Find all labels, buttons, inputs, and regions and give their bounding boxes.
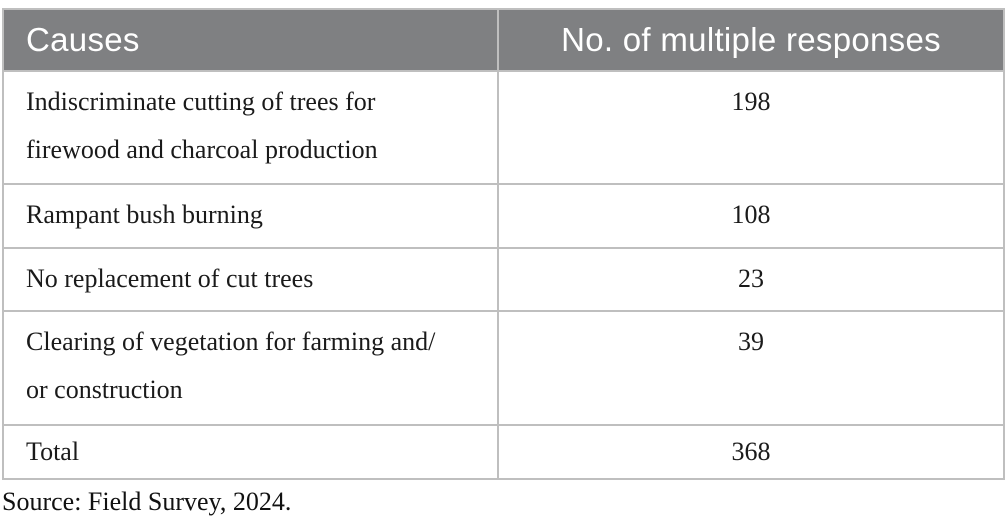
cause-cell: Indiscriminate cutting of trees for fire… bbox=[2, 70, 499, 185]
table-row: Rampant bush burning 108 bbox=[2, 183, 1005, 249]
responses-cell: 198 bbox=[497, 70, 1005, 185]
cause-cell: No replacement of cut trees bbox=[2, 247, 499, 312]
table-row: No replacement of cut trees 23 bbox=[2, 247, 1005, 312]
source-note: Source: Field Survey, 2024. bbox=[2, 487, 292, 516]
responses-cell: 23 bbox=[497, 247, 1005, 312]
table-row: Clearing of vegetation for farming and/ … bbox=[2, 310, 1005, 426]
cause-cell: Rampant bush burning bbox=[2, 183, 499, 249]
table-header: Causes No. of multiple responses bbox=[2, 8, 1005, 72]
column-header-causes: Causes bbox=[2, 8, 499, 72]
causes-table: Causes No. of multiple responses Indiscr… bbox=[2, 8, 1005, 480]
table-row: Indiscriminate cutting of trees for fire… bbox=[2, 70, 1005, 185]
column-header-responses: No. of multiple responses bbox=[497, 8, 1005, 72]
responses-cell: 39 bbox=[497, 310, 1005, 426]
cause-cell: Clearing of vegetation for farming and/ … bbox=[2, 310, 499, 426]
total-value-cell: 368 bbox=[497, 424, 1005, 480]
header-row: Causes No. of multiple responses bbox=[2, 8, 1005, 72]
total-label-cell: Total bbox=[2, 424, 499, 480]
table-row-total: Total 368 bbox=[2, 424, 1005, 480]
responses-cell: 108 bbox=[497, 183, 1005, 249]
table-body: Indiscriminate cutting of trees for fire… bbox=[2, 70, 1005, 480]
